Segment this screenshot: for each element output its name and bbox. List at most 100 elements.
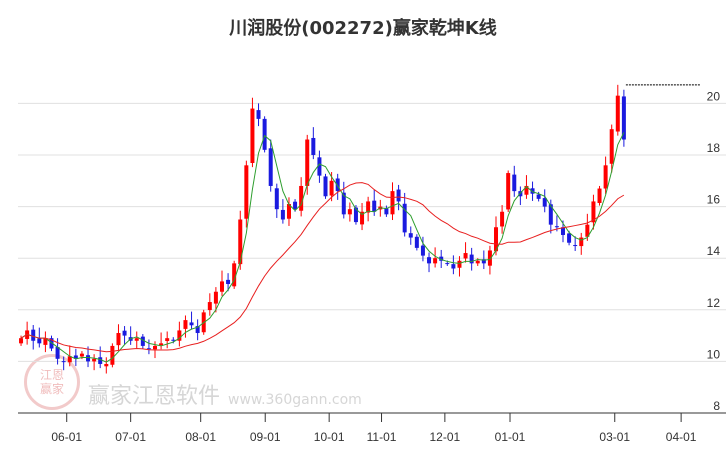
candle-up [43,338,48,345]
candle-down [317,157,322,176]
candle-up [116,333,121,346]
ma-long-line [20,182,625,353]
candle-down [86,355,91,362]
candle-down [140,336,145,346]
candle-up [463,253,468,259]
candle-up [177,330,182,341]
candle-down [146,348,151,350]
y-tick-label: 8 [713,399,720,413]
x-tick-label: 09-01 [250,430,281,444]
candle-down [256,110,261,119]
candle-down [567,233,572,243]
candle-up [213,291,218,304]
candle-up [244,165,249,219]
candle-up [299,185,304,211]
x-tick-label: 10-01 [314,430,345,444]
candle-up [524,185,529,195]
y-tick-label: 18 [707,141,721,155]
candle-down [73,355,78,359]
candle-down [542,198,547,207]
candle-up [19,338,24,344]
candle-down [439,256,444,261]
candle-up [329,180,334,196]
candle-up [250,108,255,163]
candle-down [55,346,60,359]
candle-up [585,224,590,237]
candle-down [560,227,565,235]
candle-down [311,137,316,155]
y-tick-label: 14 [707,244,721,258]
candle-up [305,139,310,186]
x-tick-label: 07-01 [115,430,146,444]
candle-down [262,118,267,150]
candle-down [195,326,200,334]
candle-down [554,226,559,228]
watermark-seal: 江恩赢家 [24,354,80,410]
x-tick-label: 01-01 [495,430,526,444]
candle-down [122,330,127,336]
candle-down [548,204,553,225]
candle-up [67,356,72,363]
candle-down [536,194,541,199]
candle-up [615,95,620,132]
candle-down [353,207,358,223]
candle-down [481,259,486,264]
candle-up [153,345,158,350]
candle-down [98,357,103,364]
candle-down [530,188,535,194]
chart-title: 川润股份(002272)赢家乾坤K线 [229,18,497,39]
candle-up [183,320,188,329]
candle-down [408,233,413,238]
candle-down [396,189,401,202]
candle-down [61,361,66,363]
candle-up [219,281,224,292]
candle-up [609,129,614,164]
x-tick-label: 03-01 [599,430,630,444]
candle-up [500,211,505,227]
candle-up [390,191,395,215]
candle-down [37,338,42,344]
candle-up [159,343,164,346]
candle-down [49,338,54,349]
candle-down [420,245,425,256]
candle-down [573,245,578,247]
candle-up [238,219,243,265]
candle-up [92,358,97,362]
candle-up [433,258,438,264]
candle-down [274,188,279,210]
candle-up [506,173,511,210]
candle-up [207,302,212,311]
candle-up [579,237,584,247]
candle-up [110,345,115,365]
y-tick-label: 10 [707,347,721,361]
candle-up [232,263,237,287]
candle-up [165,338,170,342]
watermark-url: www.360gann.com [228,392,362,408]
candle-down [384,208,389,215]
candle-down [226,279,231,284]
candle-down [280,209,285,220]
x-tick-label: 04-01 [666,430,697,444]
candle-up [286,204,291,219]
candle-down [31,329,36,341]
candle-up [475,260,480,264]
candle-down [621,96,626,140]
x-tick-label: 08-01 [185,430,216,444]
candle-down [445,263,450,265]
candle-down [372,200,377,212]
candle-up [487,250,492,266]
candle-up [360,211,365,225]
candle-down [293,201,298,210]
x-tick-label: 11-01 [367,430,397,444]
candle-down [268,148,273,186]
candle-up [591,201,596,223]
candle-down [427,257,432,264]
candle-up [457,260,462,268]
candle-up [494,227,499,252]
candle-down [323,176,328,197]
candle-down [451,264,456,269]
candle-up [104,363,109,367]
candle-up [597,188,602,203]
candle-up [603,165,608,189]
